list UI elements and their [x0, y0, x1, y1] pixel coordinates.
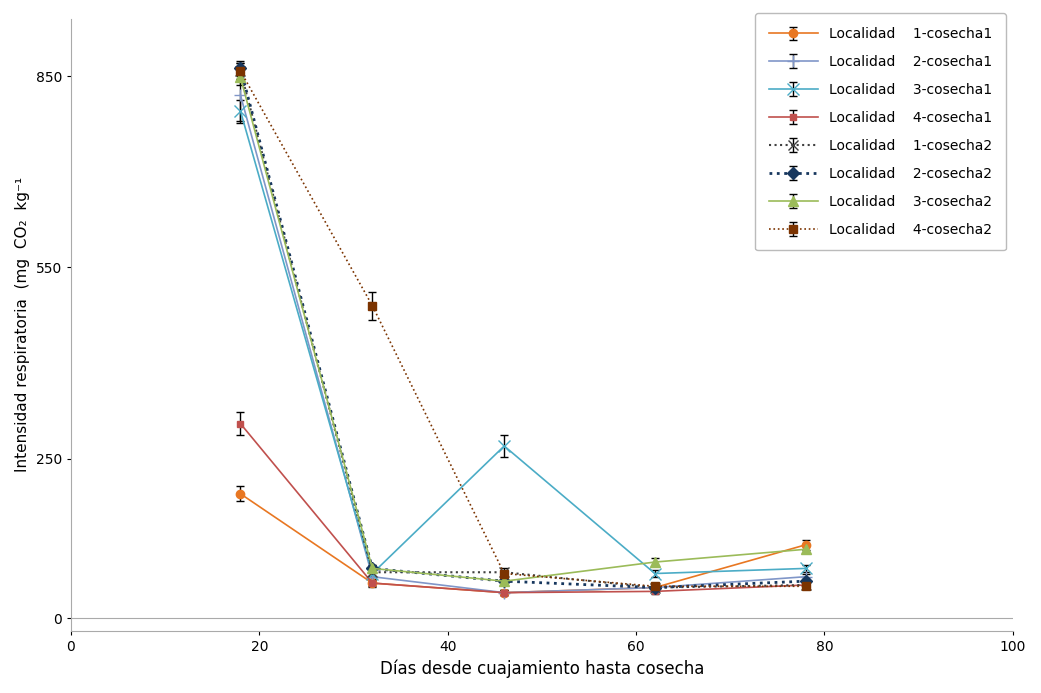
Y-axis label: Intensidad respiratoria  (mg  CO₂  kg⁻¹: Intensidad respiratoria (mg CO₂ kg⁻¹	[15, 177, 30, 473]
Legend: Localidad    1-cosecha1, Localidad    2-cosecha1, Localidad    3-cosecha1, Local: Localidad 1-cosecha1, Localidad 2-cosech…	[755, 13, 1006, 250]
X-axis label: Días desde cuajamiento hasta cosecha: Días desde cuajamiento hasta cosecha	[380, 660, 704, 678]
